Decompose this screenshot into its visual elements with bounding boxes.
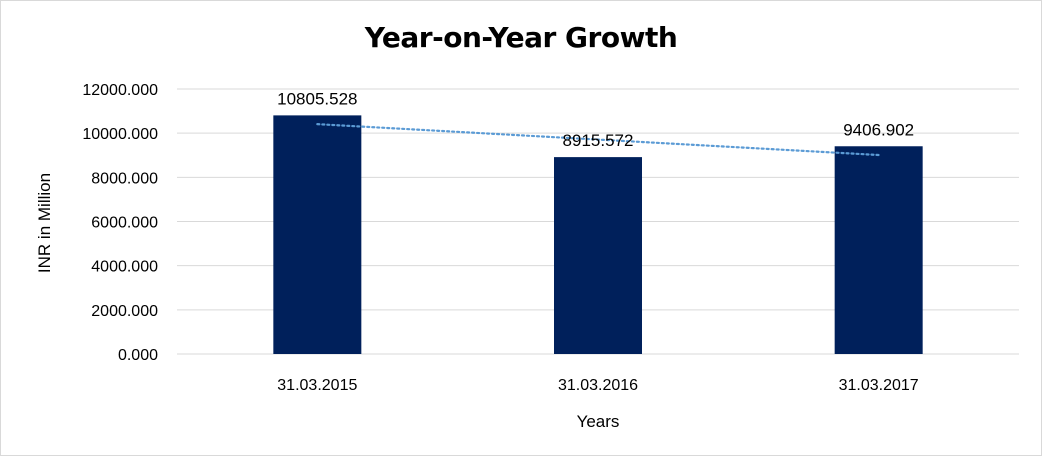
y-tick-label: 0.000 xyxy=(118,347,158,364)
chart-title: Year-on-Year Growth xyxy=(364,21,678,54)
labels: 0.000 2000.000 4000.000 6000.000 8000.000 100… xyxy=(82,82,918,394)
trendline xyxy=(316,123,880,157)
y-tick-label: 4000.000 xyxy=(91,259,158,276)
bar xyxy=(554,157,642,354)
x-tick-label: 31.03.2016 xyxy=(558,377,638,394)
trendline-group xyxy=(316,123,880,157)
y-tick-label: 8000.000 xyxy=(91,170,158,187)
bars xyxy=(273,115,923,354)
bar xyxy=(834,146,923,354)
data-label: 10805.528 xyxy=(277,89,357,108)
data-label: 8915.572 xyxy=(563,131,634,150)
x-tick-label: 31.03.2015 xyxy=(277,377,357,394)
x-tick-label: 31.03.2017 xyxy=(839,377,919,394)
data-label: 9406.902 xyxy=(843,120,914,139)
x-axis-label: Years xyxy=(577,412,620,431)
y-tick-label: 12000.000 xyxy=(82,82,158,99)
y-tick-label: 10000.000 xyxy=(82,126,158,143)
y-tick-label: 6000.000 xyxy=(91,215,158,232)
y-tick-label: 2000.000 xyxy=(91,303,158,320)
bar xyxy=(273,115,362,354)
y-axis-label: INR in Million xyxy=(35,173,54,273)
